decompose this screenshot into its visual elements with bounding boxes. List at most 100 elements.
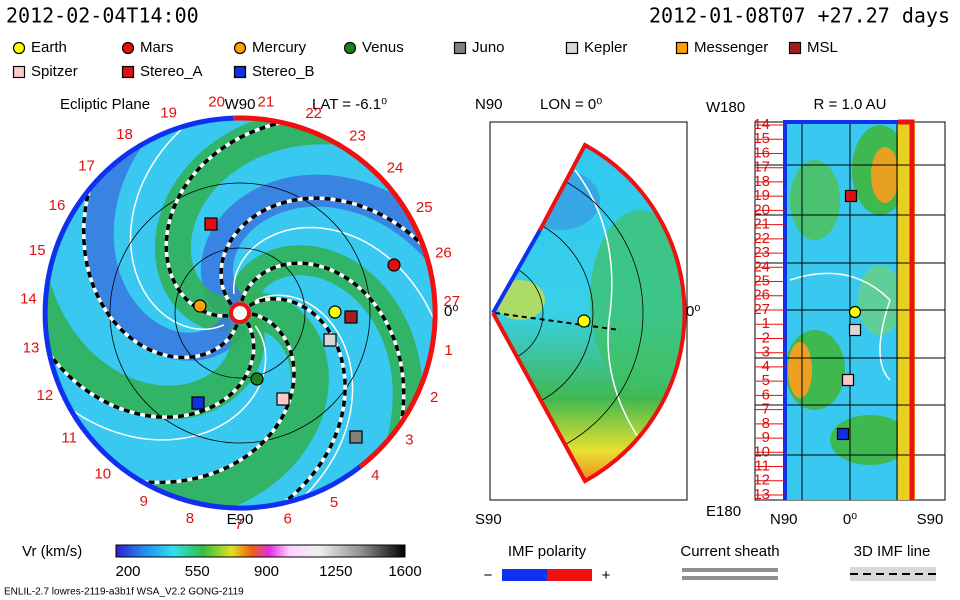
polarity-rim	[233, 115, 438, 469]
marker	[387, 258, 401, 272]
row-label: 19	[753, 187, 770, 204]
longitude-label: 9	[140, 493, 148, 510]
longitude-label: 27	[443, 293, 460, 310]
sheath-sample	[682, 576, 778, 580]
longitude-label: 14	[20, 290, 37, 307]
legend-label: Messenger	[694, 39, 768, 56]
marker	[12, 41, 26, 55]
row-label: 18	[753, 173, 770, 190]
imf-line-label: 3D IMF line	[854, 543, 931, 560]
row-label: 8	[762, 415, 770, 432]
legend-label: Stereo_A	[140, 63, 203, 80]
row-label: 23	[753, 244, 770, 261]
imf-line	[115, 261, 406, 508]
marker	[121, 65, 135, 79]
longitude-label: 15	[29, 242, 46, 259]
legend-label: Mercury	[252, 39, 307, 56]
stream-line	[129, 118, 435, 331]
axis-label: W90	[225, 96, 256, 113]
range-ring	[174, 247, 306, 379]
longitude-label: 10	[94, 466, 111, 483]
polarity-border	[783, 120, 898, 500]
axis-label: 0⁰	[843, 511, 857, 528]
row-label: 2	[762, 329, 770, 346]
range-ring	[109, 182, 371, 444]
row-label: 3	[762, 344, 770, 361]
marker	[848, 323, 862, 337]
imf-line	[81, 118, 392, 360]
imf-bar	[502, 569, 547, 581]
axis-label: W180	[706, 99, 745, 116]
marker	[848, 305, 862, 319]
marker	[788, 41, 802, 55]
footer: ENLIL-2.7 lowres-2119-a3b1f WSA_V2.2 GON…	[4, 587, 244, 598]
longitude-label: 24	[387, 159, 404, 176]
marker	[250, 372, 264, 386]
row-label: 4	[762, 358, 770, 375]
row-label: 15	[753, 130, 770, 147]
longitude-label: 19	[160, 104, 177, 121]
colorbar-tick: 900	[254, 563, 279, 580]
frame	[489, 121, 688, 501]
row-label: 9	[762, 429, 770, 446]
stream-line	[45, 294, 354, 508]
polarity-rim	[491, 229, 542, 314]
marker	[12, 65, 26, 79]
longitude-label: 25	[416, 199, 433, 216]
legend-label: Juno	[472, 39, 505, 56]
longitude-label: 2	[430, 389, 438, 406]
longitude-label: 13	[23, 340, 40, 357]
axis-label: S90	[475, 511, 502, 528]
longitude-label: 17	[78, 158, 95, 175]
row-label: 25	[753, 273, 770, 290]
longitude-label: 11	[61, 430, 77, 447]
imf-label: IMF polarity	[508, 543, 587, 560]
polarity-rim	[42, 115, 362, 511]
row-label: 6	[762, 386, 770, 403]
row-label: 21	[753, 216, 770, 233]
imf-line	[219, 196, 435, 508]
row-label: 22	[753, 230, 770, 247]
axis-label: E90	[227, 511, 254, 528]
row-label: 5	[762, 372, 770, 389]
longitude-label: 22	[305, 105, 322, 122]
longitude-label: 23	[349, 128, 366, 145]
marker	[276, 392, 290, 406]
legend-label: Earth	[31, 39, 67, 56]
imf-line	[45, 118, 256, 419]
longitude-label: 16	[49, 197, 66, 214]
lat-label: LAT = -6.1⁰	[312, 96, 387, 113]
marker	[565, 41, 579, 55]
ecliptic-field	[45, 118, 435, 508]
longitude-label: 1	[444, 342, 452, 359]
range-ring	[493, 262, 544, 364]
axis-label: S90	[917, 511, 944, 528]
imf-bar	[547, 569, 592, 581]
longitude-label: 18	[116, 126, 133, 143]
marker	[577, 314, 591, 328]
marker	[233, 41, 247, 55]
colorbar-label: Vr (km/s)	[22, 543, 82, 560]
axis-label: E180	[706, 503, 741, 520]
imf-line	[494, 312, 621, 331]
marker	[844, 189, 858, 203]
colorbar	[115, 544, 406, 558]
row-label: 20	[753, 201, 770, 218]
row-label: 11	[754, 458, 770, 475]
row-label: 24	[753, 258, 770, 275]
longitude-label: 3	[405, 432, 413, 449]
row-label: 13	[753, 486, 770, 503]
lon-label: LON = 0⁰	[540, 96, 602, 113]
imf-line	[45, 209, 296, 485]
stream-line	[45, 133, 267, 441]
colorbar-tick: 1600	[388, 563, 421, 580]
row-label: 10	[753, 443, 770, 460]
marker	[191, 396, 205, 410]
axis-label: 0⁰	[686, 303, 700, 320]
row-label: 16	[753, 144, 770, 161]
sheath-label: Current sheath	[680, 543, 779, 560]
imf-line	[164, 118, 435, 320]
longitude-label: 5	[330, 494, 338, 511]
marker	[233, 65, 247, 79]
legend-label: Mars	[140, 39, 173, 56]
